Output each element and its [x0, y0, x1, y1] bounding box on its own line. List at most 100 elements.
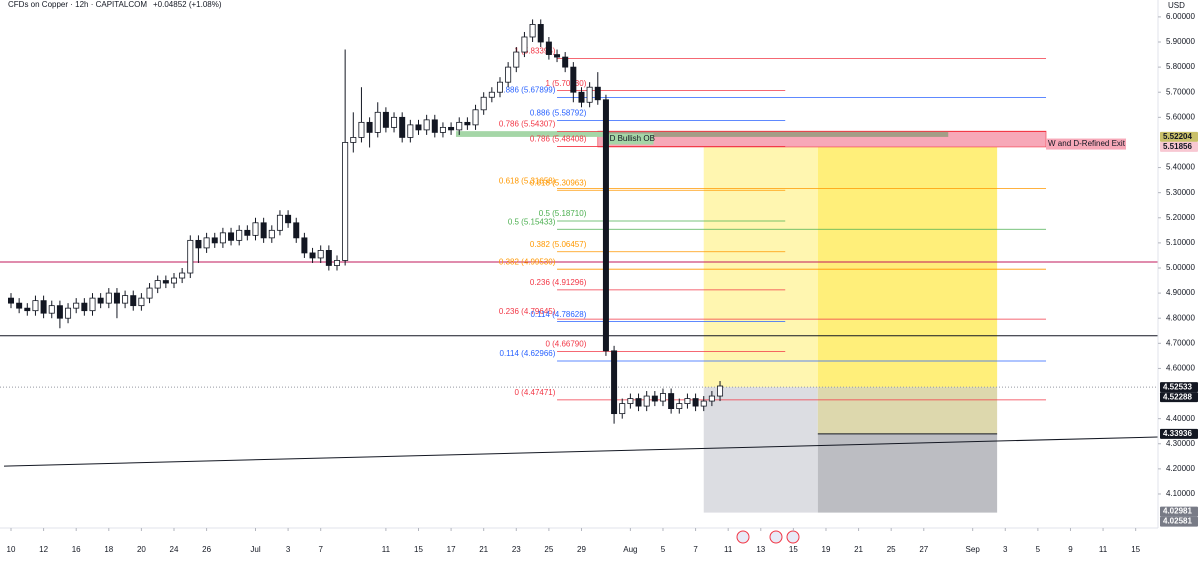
candle-body — [684, 398, 691, 404]
event-icon[interactable] — [769, 530, 783, 544]
x-tick-label: 3 — [286, 545, 291, 554]
currency: USD — [1168, 1, 1185, 10]
candle-body — [350, 137, 357, 143]
zone-label: D Bullish OB — [610, 134, 655, 143]
candle-body — [635, 398, 642, 407]
fib-label: 0.382 (4.99530) — [499, 257, 556, 266]
candle-body — [81, 302, 88, 312]
profit-zone — [703, 146, 818, 388]
candle-body — [97, 297, 104, 304]
candle-body — [16, 302, 23, 309]
x-tick-label: Jul — [250, 545, 260, 554]
y-tick-label: 4.60000 — [1166, 364, 1195, 373]
candle-body — [56, 305, 63, 319]
price-flag — [1160, 516, 1198, 527]
x-tick-label: 18 — [104, 545, 113, 554]
x-tick-label: 29 — [577, 545, 586, 554]
candle-body — [65, 307, 72, 319]
candle-body — [513, 51, 520, 68]
candle-body — [154, 280, 161, 289]
candle-body — [89, 297, 96, 312]
candle-body — [692, 398, 699, 407]
x-tick-label: 3 — [1003, 545, 1008, 554]
y-tick-label: 5.30000 — [1166, 188, 1195, 197]
candle-body — [342, 142, 349, 261]
y-tick-label: 4.40000 — [1166, 414, 1195, 423]
candle-body — [195, 239, 202, 249]
zone-band — [605, 131, 949, 137]
event-icon[interactable] — [736, 530, 750, 544]
fib-label: 0.114 (4.78628) — [530, 310, 586, 319]
candle-body — [366, 121, 373, 133]
candle-body — [464, 121, 471, 126]
y-tick-label: 5.00000 — [1166, 263, 1195, 272]
candle-body — [113, 292, 120, 304]
candle-body — [562, 56, 569, 68]
candle-body — [594, 86, 601, 101]
x-tick-label: 9 — [1068, 545, 1073, 554]
event-icon[interactable] — [786, 530, 800, 544]
fib-label: 0 (4.66790) — [545, 339, 586, 348]
candle-body — [236, 229, 243, 241]
candle-body — [423, 119, 430, 131]
x-tick-label: 15 — [789, 545, 798, 554]
candle-body — [219, 232, 226, 244]
fib-label: 1 (5.70630) — [545, 79, 586, 88]
fib-label: 0.618 (5.30963) — [530, 178, 587, 187]
candle-body — [529, 24, 536, 38]
candle-body — [211, 237, 218, 244]
x-tick-label: 23 — [512, 545, 521, 554]
y-tick-label: 5.20000 — [1166, 213, 1195, 222]
zone-label-bg — [1046, 138, 1127, 150]
x-tick-label: 21 — [479, 545, 488, 554]
candle-body — [717, 385, 724, 397]
x-tick-label: 19 — [822, 545, 831, 554]
fib-label: 0.382 (5.06457) — [530, 240, 587, 249]
fib-label: 0.886 (5.58792) — [530, 108, 587, 117]
price-flag — [1160, 428, 1198, 439]
candle-body — [537, 24, 544, 43]
fib-label: 0.5 (5.15433) — [508, 217, 556, 226]
plot-area: W and D-Refined Exit D Bullish OB 1 (5.833… — [0, 19, 1159, 513]
y-tick-label: 4.80000 — [1166, 313, 1195, 322]
candle-body — [32, 300, 39, 312]
candle-body — [24, 307, 31, 312]
x-tick-label: 5 — [1036, 545, 1041, 554]
x-tick-label: Aug — [623, 545, 637, 554]
fib-label: 0.618 (5.31658) — [499, 177, 556, 186]
candle-body — [73, 302, 80, 309]
candle-body — [496, 81, 503, 93]
y-tick-label: 4.70000 — [1166, 338, 1195, 347]
x-tick-label: 15 — [414, 545, 423, 554]
candle-body — [700, 400, 707, 407]
candle-body — [325, 250, 332, 266]
zone-label-bg — [607, 133, 654, 145]
candle-body — [285, 214, 292, 224]
candle-body — [505, 66, 512, 83]
candle-body — [162, 280, 169, 284]
candle-body — [276, 214, 283, 231]
fib-label: 0.5 (5.18710) — [539, 209, 587, 218]
x-tick-label: 11 — [382, 545, 391, 554]
candle-body — [448, 126, 455, 131]
candle-body — [391, 116, 398, 128]
candle-body — [407, 124, 414, 138]
risk-zone — [703, 387, 818, 513]
candle-body — [480, 96, 487, 111]
y-tick-label: 4.10000 — [1166, 489, 1195, 498]
candle-body — [333, 260, 340, 266]
candle-body — [627, 398, 634, 404]
candle-body — [130, 295, 137, 307]
fib-label: 0.114 (4.62966) — [500, 349, 556, 358]
y-tick-label: 5.90000 — [1166, 37, 1195, 46]
price-flag-label: 5.51856 — [1163, 142, 1192, 151]
fib-label: 0.236 (4.91296) — [530, 278, 587, 287]
fib-label: 1 (5.83395) — [514, 47, 555, 56]
candle-body — [676, 403, 683, 410]
zone-label: W and D-Refined Exit — [1048, 139, 1126, 148]
event-icons — [736, 530, 800, 544]
candle-body — [659, 393, 666, 402]
candle-body — [456, 121, 463, 131]
candle-body — [374, 111, 381, 133]
